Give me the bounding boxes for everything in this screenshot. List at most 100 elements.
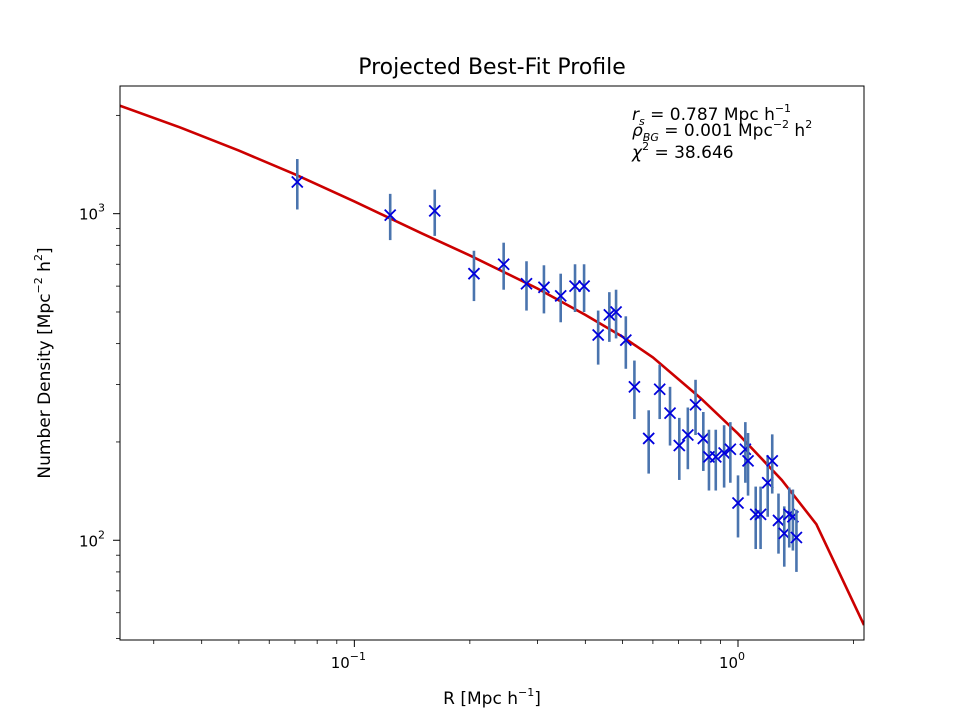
- point-marker-stroke: [778, 527, 791, 540]
- fit-annotation: rs = 0.787 Mpc h−1 ρBG = 0.001 Mpc−2 h2 …: [631, 102, 812, 163]
- y-tick-label-base: 10: [79, 206, 98, 224]
- y-axis-label-base: Number Density [Mpc: [35, 293, 55, 478]
- point-marker-stroke: [741, 454, 755, 468]
- x-tick-label-exp: 0: [738, 650, 745, 663]
- annotation-chi2-sup: 2: [642, 140, 649, 153]
- data-point: [497, 242, 510, 290]
- data-point: [709, 429, 722, 491]
- data-point: [291, 159, 304, 210]
- point-marker-stroke: [653, 383, 666, 396]
- point-marker-stroke: [520, 277, 533, 290]
- data-point: [554, 273, 567, 323]
- x-tick-label-base: 10: [719, 654, 738, 672]
- point-marker-stroke: [790, 531, 803, 544]
- y-tick-label: 102: [79, 528, 105, 550]
- data-point: [697, 412, 710, 471]
- data-point: [653, 364, 666, 420]
- point-marker-stroke: [689, 398, 702, 411]
- data-point: [467, 250, 481, 302]
- annotation-rhobg-sup: −2: [773, 118, 789, 131]
- annotation-rs-value: = 0.787 Mpc h: [645, 105, 775, 125]
- point-marker-stroke: [384, 208, 397, 222]
- data-point: [717, 425, 731, 488]
- data-point: [384, 193, 397, 241]
- point-marker-stroke: [603, 308, 616, 321]
- x-tick-label-exp: −1: [350, 650, 366, 663]
- x-axis-label-sup: −1: [518, 686, 534, 699]
- x-axis-label-base: R [Mpc h: [443, 689, 518, 709]
- annotation-chi2-value: = 38.646: [649, 143, 734, 163]
- y-tick-label-exp: 2: [98, 528, 105, 541]
- data-point: [568, 264, 582, 312]
- data-point: [673, 417, 686, 480]
- annotation-chi2-symbol: χ: [631, 143, 643, 163]
- data-point: [663, 386, 677, 446]
- data-point: [772, 493, 785, 554]
- data-points-layer: [291, 159, 803, 572]
- data-point: [577, 264, 591, 312]
- data-point: [731, 475, 745, 538]
- data-point: [609, 289, 623, 339]
- point-marker-stroke: [537, 281, 551, 294]
- data-point: [689, 379, 702, 436]
- x-axis-label-tail: ]: [534, 689, 541, 709]
- y-axis-label: Number Density [Mpc−2 h2]: [32, 247, 55, 478]
- y-tick-label-base: 10: [79, 532, 98, 550]
- point-marker-stroke: [663, 407, 677, 420]
- annotation-rs: rs = 0.787 Mpc h−1: [632, 102, 791, 128]
- x-tick-label: 10−1: [331, 650, 366, 672]
- annotation-rhobg-sub: BG: [643, 131, 659, 144]
- annotation-rhobg-sup2: 2: [805, 118, 812, 131]
- point-marker-stroke: [577, 279, 591, 293]
- annotation-rs-symbol: r: [632, 105, 640, 125]
- data-point: [619, 316, 632, 369]
- axes-frame: [119, 85, 865, 641]
- data-point: [766, 434, 779, 494]
- x-axis-ticks: 10−1 100: [153, 640, 854, 672]
- point-marker-stroke: [497, 258, 510, 271]
- point-marker-stroke: [754, 508, 767, 521]
- data-point: [428, 189, 441, 236]
- y-axis-label-tail: ]: [35, 247, 55, 254]
- data-point: [754, 486, 767, 550]
- point-marker-stroke: [681, 428, 694, 442]
- point-marker-stroke: [709, 450, 722, 464]
- point-marker-stroke: [673, 439, 686, 452]
- data-point: [790, 509, 803, 572]
- y-axis-label-sup2: 2: [32, 254, 45, 261]
- point-marker-stroke: [554, 289, 567, 303]
- x-axis-label: R [Mpc h−1]: [443, 686, 541, 709]
- annotation-rhobg-value: = 0.001 Mpc: [659, 121, 773, 141]
- point-marker-stroke: [619, 333, 632, 347]
- point-marker-stroke: [609, 305, 623, 319]
- annotation-rhobg: ρBG = 0.001 Mpc−2 h2: [632, 118, 812, 144]
- y-tick-label: 103: [79, 202, 105, 224]
- data-point: [681, 407, 694, 470]
- point-marker-stroke: [766, 454, 779, 468]
- y-tick-label-exp: 3: [98, 202, 105, 215]
- annotation-rs-sup: −1: [775, 102, 791, 115]
- x-tick-label-base: 10: [331, 654, 350, 672]
- data-point: [592, 310, 605, 365]
- data-point: [724, 422, 737, 483]
- point-marker-stroke: [467, 267, 481, 280]
- x-tick-label: 100: [719, 650, 745, 672]
- chart-title: Projected Best-Fit Profile: [358, 55, 626, 80]
- data-point: [520, 261, 533, 311]
- annotation-rs-sub: s: [639, 115, 645, 128]
- point-marker-stroke: [697, 432, 710, 445]
- point-marker-stroke: [731, 496, 745, 510]
- point-marker-stroke: [642, 432, 655, 445]
- data-point: [603, 292, 616, 342]
- point-marker-stroke: [291, 175, 304, 189]
- point-marker-stroke: [628, 380, 641, 393]
- y-axis-label-mid: h: [35, 261, 55, 277]
- point-marker-stroke: [772, 514, 785, 527]
- data-point: [642, 410, 655, 474]
- annotation-chi2: χ2 = 38.646: [631, 140, 734, 163]
- point-marker-stroke: [724, 443, 737, 456]
- data-point: [537, 265, 551, 314]
- data-point: [628, 360, 641, 420]
